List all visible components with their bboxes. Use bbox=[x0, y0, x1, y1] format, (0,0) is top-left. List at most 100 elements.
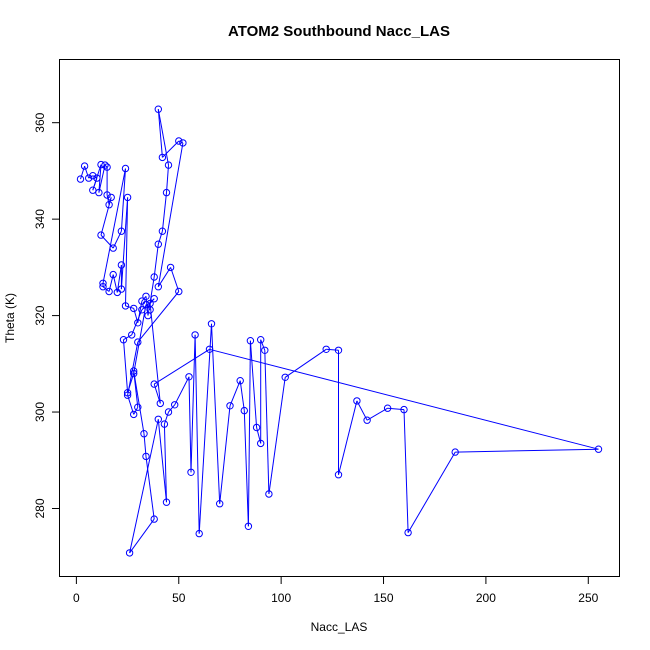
data-point bbox=[93, 174, 101, 182]
data-point bbox=[400, 405, 408, 414]
data-point bbox=[128, 331, 136, 339]
data-point bbox=[175, 137, 183, 145]
data-point bbox=[150, 273, 158, 281]
series-segment bbox=[88, 175, 94, 179]
data-point bbox=[130, 304, 138, 313]
series-segment bbox=[170, 267, 180, 292]
data-point bbox=[117, 285, 126, 293]
series-segment bbox=[157, 142, 184, 287]
data-point bbox=[101, 161, 109, 169]
data-point bbox=[130, 367, 138, 375]
data-point bbox=[207, 320, 216, 328]
x-tick-label: 250 bbox=[578, 591, 598, 605]
data-point bbox=[142, 292, 150, 300]
series-segment bbox=[157, 419, 167, 503]
data-point bbox=[154, 415, 163, 423]
series-segment bbox=[166, 165, 169, 193]
series-segment bbox=[403, 409, 409, 533]
data-point bbox=[175, 287, 183, 296]
series-segment bbox=[178, 140, 184, 144]
x-tick-label: 200 bbox=[476, 591, 496, 605]
y-tick-label: 340 bbox=[33, 209, 47, 229]
data-point bbox=[117, 227, 126, 235]
data-point bbox=[171, 401, 179, 409]
data-point bbox=[353, 397, 361, 405]
data-point bbox=[216, 500, 224, 508]
data-point bbox=[205, 345, 214, 353]
series-segment bbox=[102, 286, 110, 292]
y-axis-label: Theta (K) bbox=[3, 293, 17, 343]
series-segment bbox=[137, 291, 180, 343]
x-axis: 0 50 100 150 200 250 bbox=[73, 576, 599, 605]
series-segment bbox=[104, 164, 108, 168]
data-point bbox=[103, 191, 111, 199]
data-layer bbox=[76, 105, 603, 557]
data-point bbox=[109, 244, 117, 252]
series-segment bbox=[133, 370, 145, 434]
data-point bbox=[164, 408, 173, 416]
data-point bbox=[191, 331, 199, 339]
data-point bbox=[363, 416, 371, 424]
data-point bbox=[246, 337, 255, 345]
series-segment bbox=[123, 339, 129, 393]
data-point bbox=[146, 306, 154, 314]
data-point bbox=[187, 468, 195, 476]
chart-title: ATOM2 Southbound Nacc_LAS bbox=[228, 23, 450, 40]
data-point bbox=[164, 161, 173, 169]
data-point bbox=[109, 270, 117, 279]
series-segment bbox=[92, 164, 102, 191]
data-point bbox=[257, 439, 265, 448]
data-point bbox=[80, 162, 89, 170]
data-point bbox=[134, 319, 142, 327]
data-point bbox=[123, 389, 132, 397]
data-point bbox=[76, 175, 85, 183]
data-point bbox=[252, 423, 261, 432]
series-segment bbox=[149, 303, 161, 404]
series-segment bbox=[125, 305, 134, 309]
data-point bbox=[158, 227, 167, 235]
data-point bbox=[195, 529, 203, 538]
series-segment bbox=[366, 407, 388, 421]
data-point bbox=[121, 302, 130, 310]
y-tick-label: 320 bbox=[33, 305, 47, 325]
x-tick-label: 100 bbox=[271, 591, 291, 605]
data-point bbox=[119, 336, 128, 344]
data-point bbox=[107, 193, 115, 202]
series-segment bbox=[163, 411, 169, 425]
data-point bbox=[134, 338, 142, 346]
series-segment bbox=[153, 348, 210, 385]
series-segment bbox=[157, 109, 169, 166]
data-point bbox=[105, 201, 113, 209]
series-segment bbox=[133, 304, 147, 374]
series-segment bbox=[249, 340, 258, 428]
series-segment bbox=[194, 334, 200, 534]
series-segment bbox=[247, 340, 251, 527]
data-point bbox=[265, 490, 273, 498]
series-segment bbox=[198, 323, 212, 534]
data-point bbox=[334, 471, 343, 479]
data-point bbox=[121, 164, 130, 173]
data-point bbox=[150, 295, 158, 303]
series-segment bbox=[143, 433, 147, 457]
series-segment bbox=[161, 192, 167, 232]
data-point bbox=[134, 403, 142, 411]
data-point bbox=[95, 188, 103, 197]
x-tick-label: 0 bbox=[73, 591, 80, 605]
series-segment bbox=[100, 197, 112, 236]
data-point bbox=[383, 404, 392, 412]
series-segment bbox=[268, 377, 286, 495]
data-point bbox=[125, 549, 134, 557]
series-segment bbox=[157, 231, 163, 245]
data-point bbox=[156, 399, 165, 408]
series-segment bbox=[102, 168, 126, 284]
series-segment bbox=[120, 197, 129, 290]
series-segment bbox=[260, 339, 266, 351]
data-point bbox=[142, 300, 150, 309]
data-point bbox=[166, 263, 175, 272]
series-segment bbox=[162, 140, 180, 158]
series-segment bbox=[174, 376, 190, 406]
series-segment bbox=[145, 456, 155, 520]
data-point bbox=[142, 452, 150, 461]
y-tick-label: 360 bbox=[33, 112, 47, 132]
data-point bbox=[130, 410, 138, 419]
